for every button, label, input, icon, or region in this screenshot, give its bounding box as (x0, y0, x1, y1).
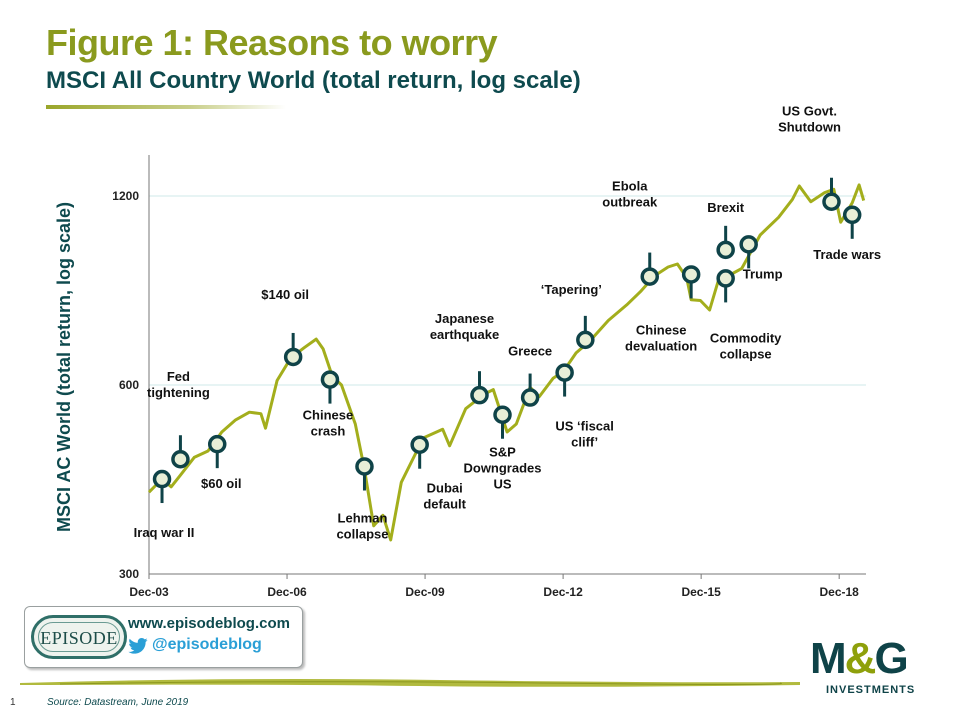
y-tick-label: 600 (119, 378, 139, 392)
annotation-label: $60 oil (201, 476, 241, 491)
annotation-marker (681, 265, 701, 284)
annotation-marker (470, 385, 489, 405)
bottom-swoosh (20, 679, 800, 687)
x-tick-label: Dec-03 (129, 585, 169, 599)
annotation-label: Fed tightening (147, 369, 210, 400)
annotation-marker (493, 405, 512, 424)
title-underline (46, 105, 286, 109)
annotation-marker (555, 363, 574, 382)
annotation-label: ‘Tapering’ (541, 282, 602, 297)
y-tick-label: 1200 (112, 189, 139, 203)
episode-logo-text: EPISODE (40, 628, 118, 648)
mg-investments-logo: M&G (810, 634, 909, 684)
mg-logo-text: M&G (810, 634, 909, 683)
annotation-marker (716, 240, 735, 260)
annotation-label: Brexit (707, 200, 745, 215)
annotation-label: Japanese earthquake (430, 311, 499, 342)
annotation-marker (283, 347, 303, 367)
y-tick-label: 300 (119, 567, 139, 581)
annotation-label: Greece (508, 344, 552, 359)
episode-logo: EPISODE (31, 615, 127, 659)
page-number: 1 (10, 697, 16, 708)
annotation-label: Ebola outbreak (602, 179, 658, 210)
annotation-label: Dubai default (423, 481, 466, 512)
chart-area: MSCI AC World (total return, log scale) … (54, 104, 881, 599)
chart-subtitle: MSCI All Country World (total return, lo… (46, 67, 581, 94)
annotation-marker (320, 370, 340, 389)
annotation-marker (640, 267, 659, 286)
source-note: Source: Datastream, June 2019 (47, 697, 189, 708)
x-tick-label: Dec-12 (543, 585, 583, 599)
annotation-marker (410, 435, 429, 454)
x-tick-label: Dec-06 (267, 585, 307, 599)
twitter-handle-link[interactable]: @episodeblog (152, 636, 262, 653)
annotation-marker (207, 434, 227, 454)
annotation-label: Commodity collapse (710, 330, 782, 361)
annotation-marker (739, 235, 758, 254)
x-tick-label: Dec-18 (819, 585, 859, 599)
annotation-label: Trump (743, 266, 783, 281)
annotation-label: Trade wars (813, 247, 881, 262)
site-url-link[interactable]: www.episodeblog.com (128, 615, 290, 632)
chart-title: Figure 1: Reasons to worry (46, 22, 498, 63)
annotation-label: S&P Downgrades US (463, 445, 541, 492)
annotation-label: US Govt. Shutdown (778, 104, 841, 135)
annotation-label: Lehman collapse (336, 510, 388, 541)
annotation-label: Iraq war II (134, 525, 195, 540)
twitter-icon (128, 638, 148, 654)
x-tick-label: Dec-15 (681, 585, 721, 599)
annotation-marker (355, 457, 374, 476)
annotation-label: $140 oil (261, 287, 309, 302)
annotation-label: Chinese devaluation (625, 322, 697, 353)
annotation-marker (576, 330, 595, 350)
annotation-marker (842, 205, 862, 225)
annotation-marker (822, 192, 841, 211)
annotation-label: Chinese crash (303, 408, 354, 439)
mg-logo-subtitle: INVESTMENTS (826, 684, 916, 696)
annotation-marker (716, 269, 735, 288)
episode-logo-box: EPISODE www.episodeblog.com @episodeblog (24, 606, 303, 668)
annotation-marker (520, 388, 540, 407)
annotation-marker (152, 469, 172, 489)
y-axis-label: MSCI AC World (total return, log scale) (54, 202, 74, 532)
annotation-label: US ‘fiscal cliff’ (555, 419, 614, 450)
x-tick-label: Dec-09 (405, 585, 445, 599)
annotation-marker (171, 449, 190, 469)
